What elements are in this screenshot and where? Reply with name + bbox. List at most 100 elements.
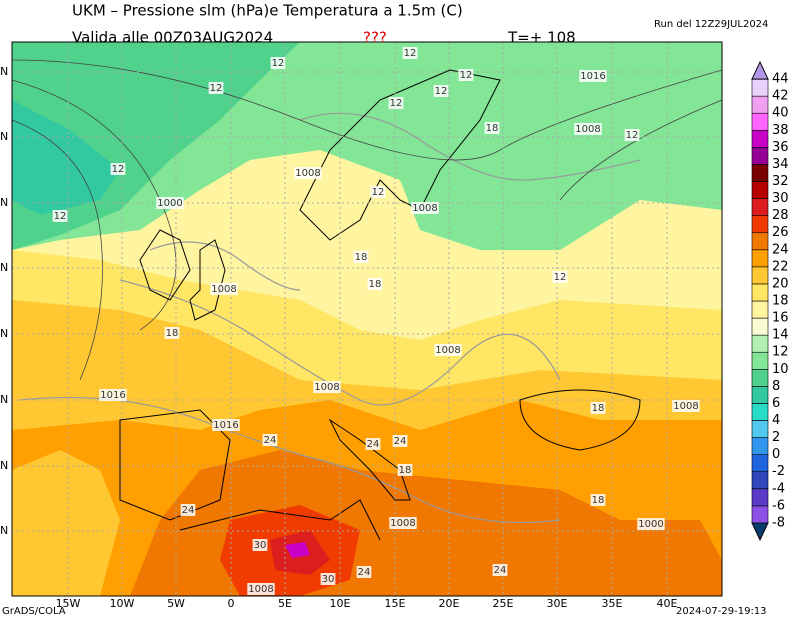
colorbar-label: 16	[772, 311, 789, 326]
contour-label: 12	[54, 211, 67, 222]
contour-label: 18	[166, 328, 179, 339]
contour-label-box	[110, 163, 126, 175]
colorbar-box	[751, 283, 769, 302]
colorbar-label: 44	[772, 72, 789, 87]
lon-label: 15E	[385, 597, 406, 610]
colorbar-label: 36	[772, 140, 789, 155]
contour-label-box	[484, 122, 500, 134]
contour-label: 24	[264, 435, 277, 446]
contour-label: 18	[592, 495, 605, 506]
contour-label-box	[402, 47, 418, 59]
lon-label: 30E	[547, 597, 568, 610]
contour-label-box	[672, 400, 700, 412]
lon-label: 40E	[657, 597, 678, 610]
colorbar-box	[751, 317, 769, 336]
lon-label: 10E	[330, 597, 351, 610]
lat-label: N	[0, 459, 8, 472]
lon-label: 25E	[493, 597, 514, 610]
colorbar-box	[751, 112, 769, 131]
contour-label: 24	[367, 439, 380, 450]
contour-label: 1000	[157, 198, 182, 209]
contour-label-box	[411, 202, 439, 214]
contour-label: 12	[460, 70, 473, 81]
colorbar-box	[751, 95, 769, 114]
colorbar-label: 26	[772, 225, 789, 240]
contour-label-box	[208, 82, 224, 94]
contour-label: 24	[182, 505, 195, 516]
title: UKM – Pressione slm (hPa)e Temperatura a…	[72, 2, 463, 20]
contour-label-box	[353, 251, 369, 263]
contour-label: 24	[494, 565, 507, 576]
contour-label: 12	[372, 187, 385, 198]
colorbar-label: 12	[772, 345, 789, 360]
contour-label-box	[156, 197, 184, 209]
colorbar-box	[751, 198, 769, 216]
footer-right: 2024-07-29-19:13	[676, 606, 767, 617]
colorbar-box	[751, 181, 769, 199]
contour-label-box	[365, 438, 381, 450]
colorbar-label: 32	[772, 174, 789, 189]
contour-label: 1016	[580, 71, 605, 82]
contour-label-box	[370, 186, 386, 198]
lat-label: N	[0, 65, 8, 78]
lon-label: 0	[228, 597, 235, 610]
colorbar-box	[751, 300, 769, 319]
lat-label: N	[0, 524, 8, 537]
colorbar-label: 10	[772, 362, 789, 377]
colorbar-box	[751, 488, 769, 507]
contour-label-box	[458, 69, 474, 81]
footer-left: GrADS/COLA	[2, 606, 66, 617]
contour-label: 12	[210, 83, 223, 94]
contour-label: 1008	[390, 518, 415, 529]
colorbar-box	[751, 471, 769, 490]
contour-label: 1008	[435, 345, 460, 356]
contour-label-box	[52, 210, 68, 222]
contour-label-box	[433, 85, 449, 97]
contour-label: 12	[390, 98, 403, 109]
colorbar-label: 42	[772, 89, 789, 104]
lat-label: N	[0, 196, 8, 209]
contour-label: 1008	[248, 584, 273, 595]
colorbar-triangle	[751, 60, 769, 80]
colorbar-box	[751, 249, 769, 268]
lon-label: 35E	[602, 597, 623, 610]
contour-label-box	[212, 419, 240, 431]
flag-label: ???	[363, 29, 387, 47]
contour-label-box	[388, 97, 404, 109]
colorbar-box	[751, 232, 769, 251]
contour-label-box	[392, 435, 408, 447]
colorbar-label: 30	[772, 191, 789, 206]
contour-label-box	[579, 70, 607, 82]
contour-label: 1016	[100, 390, 125, 401]
contour-label-box	[574, 123, 602, 135]
contour-label-box	[637, 518, 665, 530]
colorbar-box	[751, 215, 769, 234]
contour-label-box	[492, 564, 508, 576]
colorbar-label: 28	[772, 208, 789, 223]
contour-label: 30	[322, 574, 335, 585]
colorbar-box	[751, 386, 769, 404]
contour-label: 12	[626, 130, 639, 141]
contour-label: 1008	[412, 203, 437, 214]
contour-label-box	[262, 434, 278, 446]
colorbar-label: -4	[772, 481, 785, 496]
run-label: Run del 12Z29JUL2024	[654, 19, 768, 30]
colorbar-box	[751, 420, 769, 438]
contour-label: 1008	[575, 124, 600, 135]
colorbar-box	[751, 164, 769, 182]
colorbar-label: 6	[772, 396, 780, 411]
colorbar-label: 2	[772, 430, 780, 445]
colorbar-box	[751, 266, 769, 285]
lat-label: N	[0, 393, 8, 406]
contour-label-box	[99, 389, 127, 401]
colorbar-label: 18	[772, 294, 789, 309]
colorbar-label: -6	[772, 498, 785, 513]
contour-label-box	[590, 402, 606, 414]
contour-label: 18	[486, 123, 499, 134]
contour-label-box	[624, 129, 640, 141]
contour-label-box	[164, 327, 180, 339]
colorbar-box	[751, 368, 769, 387]
colorbar-triangle	[751, 522, 769, 542]
contour-label: 12	[435, 86, 448, 97]
